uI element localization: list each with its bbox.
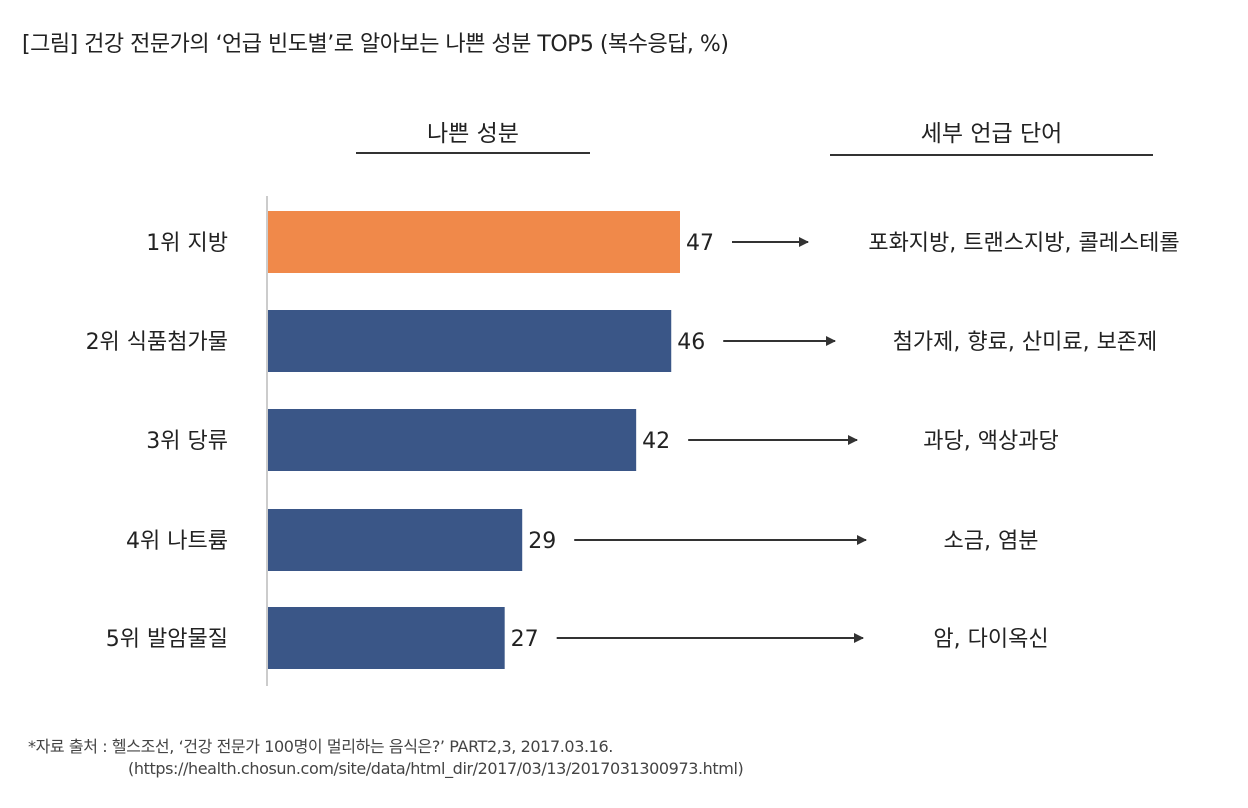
header-bad-ingredient: 나쁜 성분 bbox=[427, 121, 519, 147]
data-label: 46 bbox=[677, 330, 705, 355]
header-detail-words: 세부 언급 단어 bbox=[920, 121, 1063, 147]
bar-4 bbox=[268, 509, 523, 571]
data-label: 47 bbox=[686, 231, 714, 256]
category-label: 2위 식품첨가물 bbox=[86, 330, 228, 355]
footnote-url: (https://health.chosun.com/site/data/htm… bbox=[128, 759, 744, 778]
detail-words: 포화지방, 트랜스지방, 콜레스테롤 bbox=[868, 231, 1179, 256]
category-label: 4위 나트륨 bbox=[126, 529, 228, 554]
detail-words: 암, 다이옥신 bbox=[933, 627, 1048, 652]
category-label: 5위 발암물질 bbox=[106, 627, 228, 652]
data-label: 29 bbox=[528, 529, 556, 554]
footnote-source: *자료 출처 : 헬스조선, ‘건강 전문가 100명이 멀리하는 음식은?’ … bbox=[28, 737, 613, 756]
data-label: 27 bbox=[511, 627, 539, 652]
header-underline-left bbox=[356, 152, 590, 154]
bar-2 bbox=[268, 310, 672, 372]
bar-1 bbox=[268, 211, 680, 273]
bar-3 bbox=[268, 409, 637, 471]
category-label: 3위 당류 bbox=[146, 429, 228, 454]
header-underline-right bbox=[830, 154, 1153, 156]
bar-5 bbox=[268, 607, 505, 669]
chart-title: [그림] 건강 전문가의 ‘언급 빈도별’로 알아보는 나쁜 성분 TOP5 (… bbox=[22, 32, 729, 57]
detail-words: 과당, 액상과당 bbox=[923, 429, 1058, 454]
detail-words: 소금, 염분 bbox=[944, 529, 1039, 554]
data-label: 42 bbox=[642, 429, 670, 454]
category-label: 1위 지방 bbox=[146, 231, 228, 256]
detail-words: 첨가제, 향료, 산미료, 보존제 bbox=[893, 330, 1158, 355]
